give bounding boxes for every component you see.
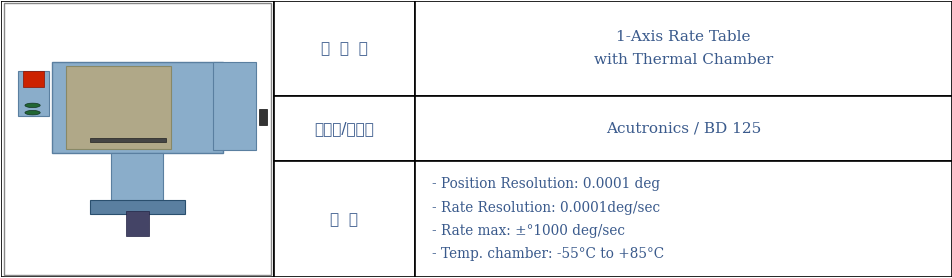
- Bar: [111, 153, 163, 203]
- Bar: [273, 1, 414, 96]
- Bar: [1, 1, 273, 277]
- Text: 장  비  명: 장 비 명: [321, 41, 367, 56]
- Bar: [89, 138, 166, 142]
- Text: - Temp. chamber: -55°C to +85°C: - Temp. chamber: -55°C to +85°C: [431, 247, 664, 261]
- Bar: [273, 161, 414, 277]
- Bar: [51, 61, 223, 153]
- Text: 1-Axis Rate Table
with Thermal Chamber: 1-Axis Rate Table with Thermal Chamber: [593, 30, 772, 67]
- Bar: [273, 96, 414, 161]
- Bar: [89, 200, 185, 214]
- Text: - Rate Resolution: 0.0001deg/sec: - Rate Resolution: 0.0001deg/sec: [431, 201, 659, 215]
- Bar: [18, 71, 49, 116]
- Bar: [414, 161, 951, 277]
- Bar: [414, 1, 951, 96]
- Bar: [4, 3, 270, 275]
- Text: 사  양: 사 양: [330, 212, 358, 227]
- Bar: [126, 211, 149, 236]
- Circle shape: [25, 110, 40, 115]
- Circle shape: [25, 103, 40, 108]
- Bar: [213, 61, 256, 150]
- Text: - Rate max: ±°1000 deg/sec: - Rate max: ±°1000 deg/sec: [431, 224, 625, 238]
- Bar: [23, 71, 44, 87]
- Text: - Position Resolution: 0.0001 deg: - Position Resolution: 0.0001 deg: [431, 177, 659, 191]
- Bar: [259, 109, 267, 125]
- Bar: [414, 96, 951, 161]
- Text: Acutronics / BD 125: Acutronics / BD 125: [605, 122, 761, 136]
- Bar: [66, 66, 170, 149]
- Text: 제조사/모델명: 제조사/모델명: [314, 121, 374, 136]
